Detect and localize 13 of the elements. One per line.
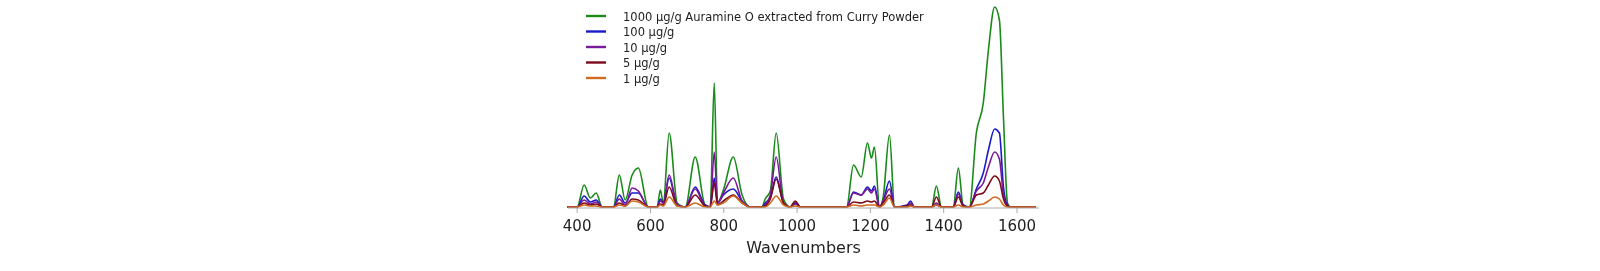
legend-label: 1 μg/g bbox=[623, 71, 660, 86]
legend-label: 1000 μg/g Auramine O extracted from Curry Powder bbox=[623, 9, 925, 24]
x-tick-label: 800 bbox=[709, 217, 739, 235]
x-tick-label: 1400 bbox=[924, 217, 963, 235]
x-tick-label: 400 bbox=[562, 217, 592, 235]
x-tick-label: 1200 bbox=[851, 217, 890, 235]
x-tick-label: 600 bbox=[636, 217, 665, 235]
x-tick-label: 1000 bbox=[777, 217, 817, 235]
x-axis-title: Wavenumbers bbox=[746, 238, 861, 257]
legend-label: 5 μg/g bbox=[623, 56, 660, 70]
legend-label: 100 μg/g bbox=[623, 25, 675, 39]
legend-label: 10 μg/g bbox=[623, 40, 668, 55]
x-tick-label: 1600 bbox=[997, 217, 1037, 235]
